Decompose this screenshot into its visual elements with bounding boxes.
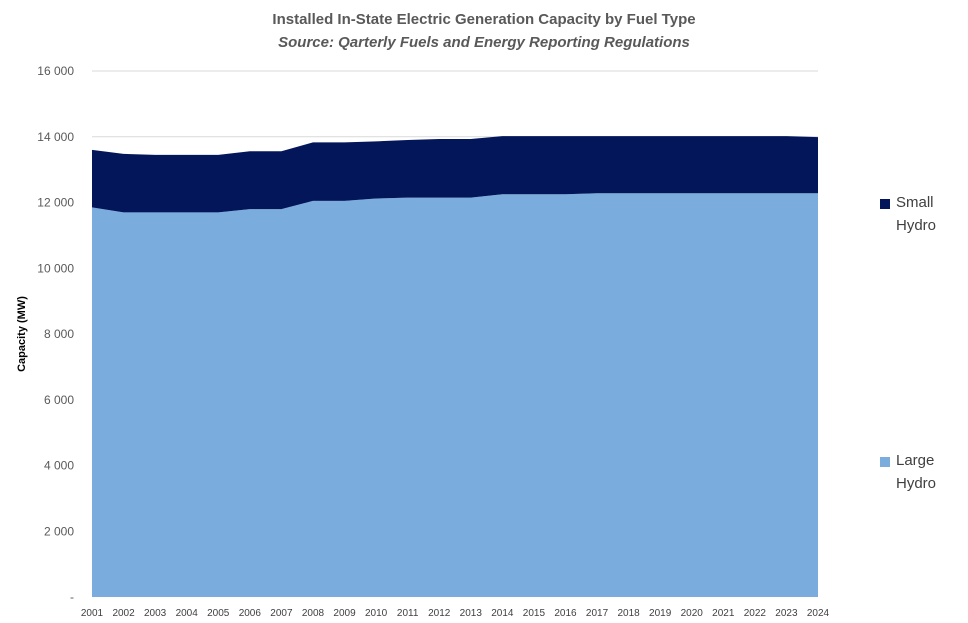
x-tick-label-2020: 2020 <box>681 608 704 619</box>
y-tick-label-6000: 6 000 <box>44 393 74 407</box>
x-tick-label-2014: 2014 <box>491 608 514 619</box>
legend-label-large-hydro: Large Hydro <box>896 452 937 492</box>
chart-subtitle: Source: Qarterly Fuels and Energy Report… <box>278 34 690 51</box>
y-tick-label-16000: 16 000 <box>37 64 74 78</box>
y-tick-label-0: - <box>70 590 74 604</box>
x-tick-label-2023: 2023 <box>775 608 798 619</box>
x-tick-label-2024: 2024 <box>807 608 830 619</box>
legend-item-large-hydro: Large Hydro <box>880 452 958 495</box>
x-tick-label-2017: 2017 <box>586 608 609 619</box>
x-tick-label-2011: 2011 <box>397 608 419 619</box>
y-tick-label-2000: 2 000 <box>44 524 74 538</box>
y-tick-label-12000: 12 000 <box>37 196 74 210</box>
legend-label-small-hydro: Small Hydro <box>896 194 937 234</box>
legend-swatch-large-hydro <box>880 457 890 467</box>
x-tick-label-2018: 2018 <box>617 608 640 619</box>
x-tick-label-2003: 2003 <box>144 608 167 619</box>
y-tick-label-14000: 14 000 <box>37 130 74 144</box>
x-tick-label-2004: 2004 <box>176 608 199 619</box>
legend-item-small-hydro: Small Hydro <box>880 194 958 237</box>
x-tick-label-2013: 2013 <box>460 608 483 619</box>
x-tick-label-2015: 2015 <box>523 608 546 619</box>
x-tick-label-2010: 2010 <box>365 608 388 619</box>
legend-swatch-small-hydro <box>880 199 890 209</box>
x-tick-label-2006: 2006 <box>239 608 262 619</box>
y-axis-label: Capacity (MW) <box>16 296 28 372</box>
x-tick-label-2016: 2016 <box>554 608 577 619</box>
x-tick-label-2022: 2022 <box>744 608 767 619</box>
x-tick-label-2009: 2009 <box>333 608 356 619</box>
x-tick-label-2008: 2008 <box>302 608 325 619</box>
y-tick-label-8000: 8 000 <box>44 327 74 341</box>
y-tick-label-4000: 4 000 <box>44 459 74 473</box>
x-axis-ticks: 2001 2002 2003 2004 2005 2006 2007 2008 2009 2010… <box>81 608 830 619</box>
x-tick-label-2002: 2002 <box>112 608 135 619</box>
area-large-hydro <box>92 193 818 598</box>
x-tick-label-2005: 2005 <box>207 608 230 619</box>
x-tick-label-2019: 2019 <box>649 608 672 619</box>
chart-title: Installed In-State Electric Generation C… <box>272 11 696 28</box>
x-tick-label-2007: 2007 <box>270 608 293 619</box>
area-small-hydro <box>92 136 818 213</box>
x-tick-label-2021: 2021 <box>712 608 735 619</box>
y-axis-ticks: - 2 000 4 000 6 000 8 000 10 000 12 000 14 000 1… <box>37 64 74 604</box>
plot-area <box>92 136 818 598</box>
x-tick-label-2012: 2012 <box>428 608 451 619</box>
y-tick-label-10000: 10 000 <box>37 261 74 275</box>
x-tick-label-2001: 2001 <box>81 608 104 619</box>
